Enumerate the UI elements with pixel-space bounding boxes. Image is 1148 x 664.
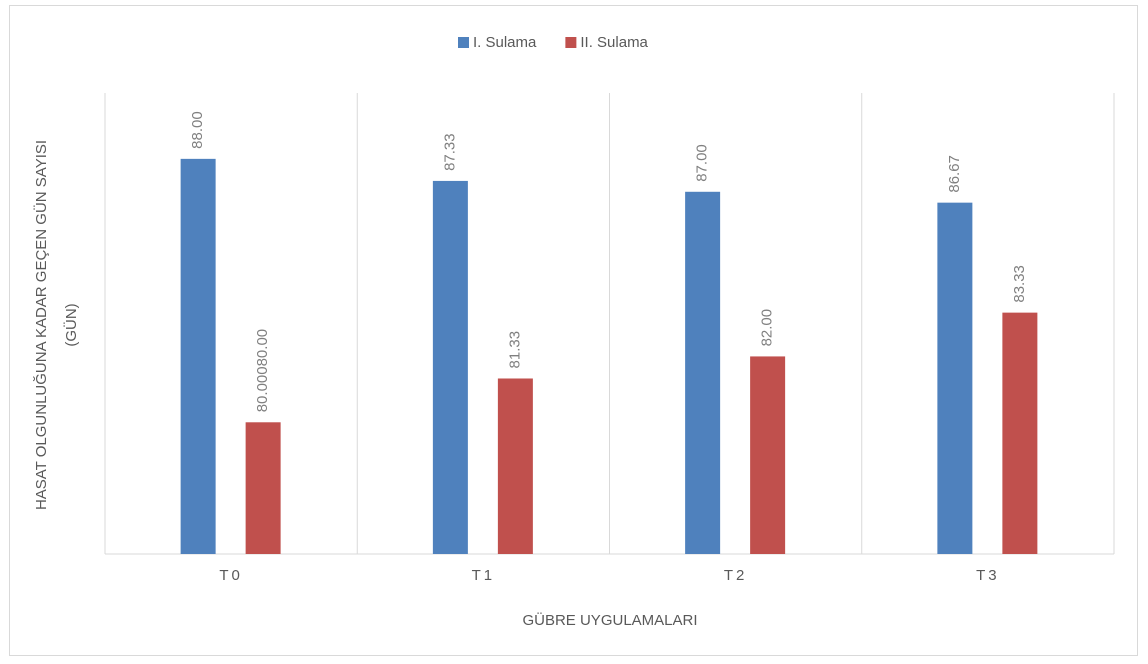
data-label: 81.33 — [506, 331, 523, 369]
data-label: 80.00080.00 — [254, 329, 271, 412]
data-label: 82.00 — [759, 309, 776, 347]
legend-label: I. Sulama — [473, 34, 537, 51]
bar — [497, 378, 533, 554]
bar — [432, 180, 468, 554]
legend-swatch — [458, 37, 469, 48]
x-tick-label: T1 — [472, 567, 496, 584]
x-tick-label: T3 — [976, 567, 1000, 584]
data-label: 86.67 — [946, 155, 963, 193]
legend-swatch — [565, 37, 577, 48]
bar — [180, 158, 216, 554]
x-tick-label: T0 — [219, 567, 243, 584]
bar — [937, 202, 973, 554]
data-label: 87.33 — [441, 133, 458, 171]
bar — [1002, 312, 1038, 554]
bar — [750, 356, 786, 554]
data-label: 87.00 — [694, 144, 711, 182]
data-label: 83.33 — [1011, 265, 1028, 303]
bar — [685, 191, 721, 555]
bar — [245, 422, 281, 554]
x-tick-label: T2 — [724, 567, 748, 584]
y-axis-title: HASAT OLGUNLUĞUNA KADAR GEÇEN GÜN SAYISI — [32, 140, 50, 510]
y-axis-title: (GÜN) — [62, 303, 80, 346]
x-axis-title: GÜBRE UYGULAMALARI — [522, 611, 697, 629]
legend-label: II. Sulama — [580, 34, 648, 51]
data-label: 88.00 — [189, 111, 206, 149]
